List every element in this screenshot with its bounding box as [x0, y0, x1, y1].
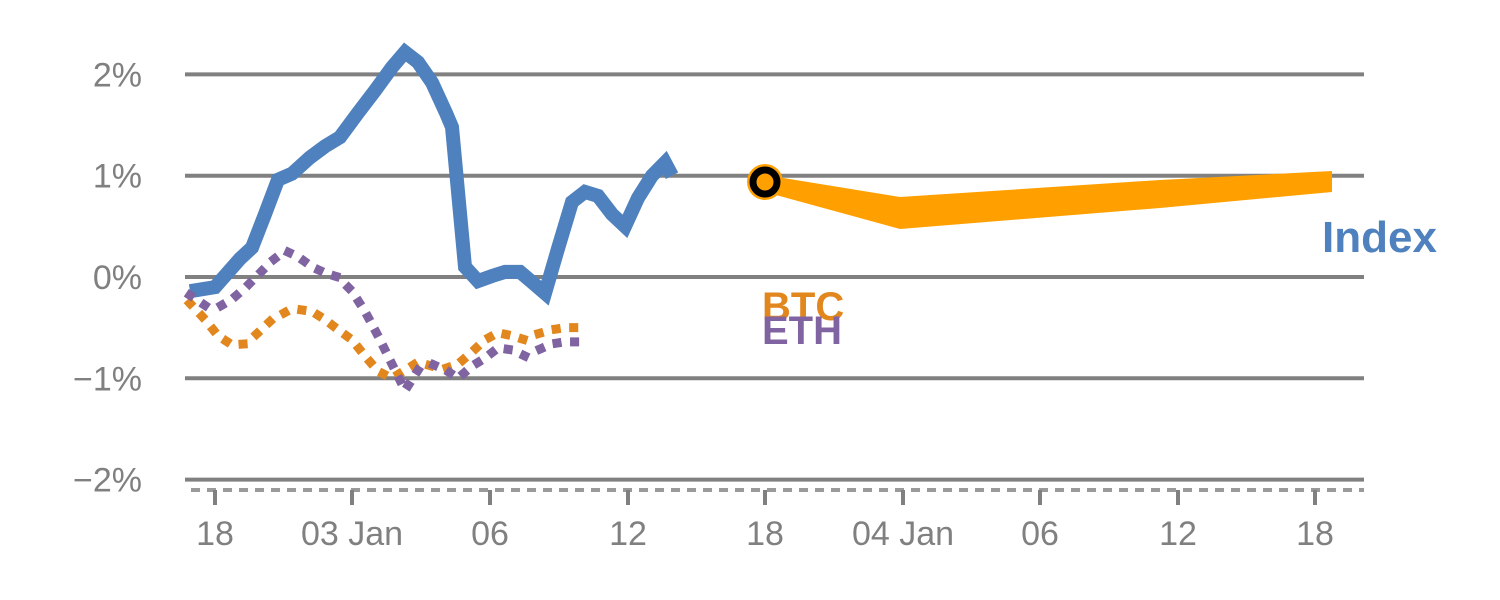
series-line-eth	[183, 246, 583, 395]
data-series	[183, 42, 679, 395]
x-tick-label-4: 18	[746, 515, 784, 553]
y-tick-label-1: 1%	[93, 158, 142, 196]
y-tick-label-4: −2%	[73, 462, 142, 500]
x-axis	[191, 488, 1364, 505]
x-axis-tick-labels: 18 03 Jan 06 12 18 04 Jan 06 12 18	[196, 515, 1334, 553]
forecast-anchor-marker[interactable]	[747, 164, 783, 200]
gridlines	[185, 72, 1364, 482]
x-tick-label-1: 03 Jan	[301, 515, 403, 553]
x-tick-label-5: 04 Jan	[852, 515, 954, 553]
marker-ring[interactable]	[749, 166, 781, 198]
x-tick-label-2: 06	[471, 515, 509, 553]
x-tick-label-8: 18	[1296, 515, 1334, 553]
y-tick-label-3: −1%	[73, 360, 142, 398]
series-label-btc: BTC	[762, 285, 844, 329]
series-line-index	[188, 42, 679, 306]
x-tick-label-6: 06	[1021, 515, 1059, 553]
y-axis-tick-labels: 2% 1% 0% −1% −2%	[73, 56, 142, 499]
y-tick-label-0: 2%	[93, 56, 142, 94]
x-tick-label-0: 18	[196, 515, 234, 553]
y-tick-label-2: 0%	[93, 259, 142, 297]
series-label-index: Index	[1322, 213, 1437, 262]
series-label-eth: ETH	[762, 309, 842, 353]
forecast-band-index	[765, 171, 1332, 229]
x-tick-label-7: 12	[1159, 515, 1197, 553]
forecast-band-polygon	[765, 171, 1332, 229]
x-tick-label-3: 12	[609, 515, 647, 553]
series-line-btc	[183, 296, 583, 383]
